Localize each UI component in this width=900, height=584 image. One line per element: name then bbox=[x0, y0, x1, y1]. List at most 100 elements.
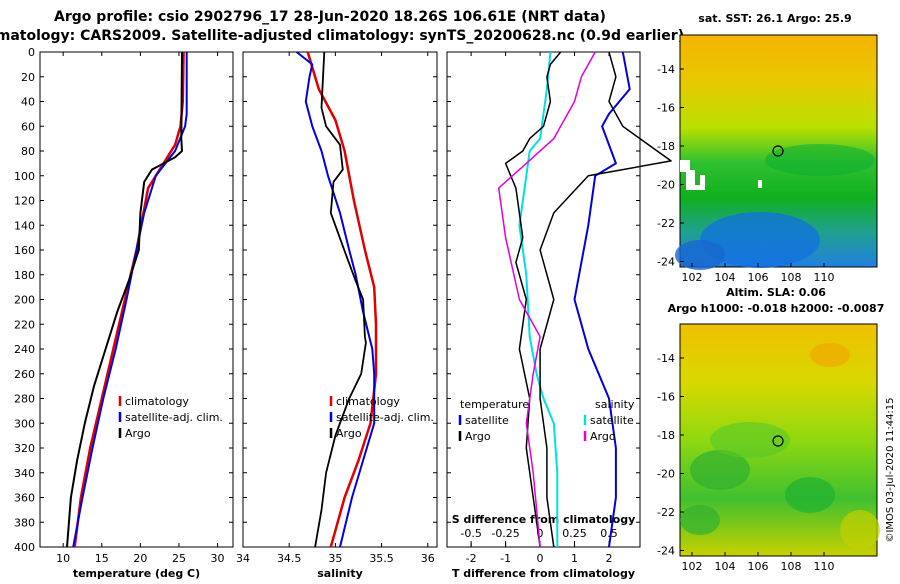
x2-tick-label: -0.5 bbox=[460, 527, 481, 540]
x-tick-label: 2 bbox=[605, 552, 612, 565]
sla-map-axes: -14 -16 -18 -20 -22 -24 102 104 106 108 110 bbox=[657, 352, 834, 573]
x-tick-label: -1 bbox=[500, 552, 511, 565]
y-tick-label: 200 bbox=[14, 294, 35, 307]
sla-map-title-2: Argo h1000: -0.018 h2000: -0.0087 bbox=[668, 302, 885, 315]
legend-label: Argo bbox=[336, 427, 362, 440]
plot-frame bbox=[242, 51, 438, 548]
y-tick-label: 320 bbox=[14, 442, 35, 455]
title-line-2: Climatology: CARS2009. Satellite-adjuste… bbox=[0, 28, 684, 44]
map-x-tick-label: 108 bbox=[781, 560, 802, 573]
y-tick-label: 260 bbox=[14, 368, 35, 381]
y-tick-label: 120 bbox=[14, 195, 35, 208]
x-tick-label: 34.5 bbox=[277, 552, 302, 565]
map-y-tick-label: -14 bbox=[657, 352, 675, 365]
y-tick-label: 340 bbox=[14, 467, 35, 480]
x-tick-label: 35 bbox=[328, 552, 342, 565]
series-line-t-satellite bbox=[518, 51, 559, 547]
series-line-s-satellite bbox=[573, 51, 631, 548]
map-x-tick-label: 106 bbox=[748, 271, 769, 284]
x-tick-label: 30 bbox=[211, 552, 225, 565]
y-tick-label: 280 bbox=[14, 393, 35, 406]
legend-label: climatology bbox=[336, 395, 400, 408]
salinity-panel: 34 34.5 35 35.5 36 salinity climatology satelli… bbox=[236, 51, 438, 580]
x-axis-label: salinity bbox=[317, 567, 363, 580]
x-tick-label: 34 bbox=[236, 552, 250, 565]
legend-label: satellite bbox=[590, 414, 634, 427]
y-tick-label: 160 bbox=[14, 244, 35, 257]
x-tick-label: 15 bbox=[95, 552, 109, 565]
imos-watermark: ©IMOS 03-Jul-2020 11:44:15 bbox=[885, 397, 896, 542]
sst-map-title: sat. SST: 26.1 Argo: 25.9 bbox=[698, 12, 851, 25]
legend-label: Argo bbox=[590, 430, 616, 443]
x-tick-label: 20 bbox=[133, 552, 147, 565]
x2-tick-label: 0.25 bbox=[562, 527, 587, 540]
y-tick-label: 40 bbox=[21, 96, 35, 109]
x2-tick-label: 0.5 bbox=[600, 527, 618, 540]
y-tick-label: 0 bbox=[28, 46, 35, 59]
x-tick-label: 0 bbox=[537, 552, 544, 565]
map-x-tick-label: 102 bbox=[682, 560, 703, 573]
title-line-1: Argo profile: csio 2902796_17 28-Jun-202… bbox=[54, 9, 606, 25]
x2-tick-label: -0.25 bbox=[491, 527, 519, 540]
map-x-tick-label: 102 bbox=[682, 271, 703, 284]
series-line-s-clim-diff bbox=[497, 51, 596, 548]
sla-map-title-1: Altim. SLA: 0.06 bbox=[726, 286, 826, 299]
y-tick-label: 240 bbox=[14, 343, 35, 356]
series-line-satellite-adj-clim- bbox=[295, 51, 376, 548]
map-y-tick-label: -22 bbox=[657, 506, 675, 519]
y-tick-label: 80 bbox=[21, 145, 35, 158]
series-line-t-argo bbox=[504, 51, 562, 548]
series-line-climatology bbox=[306, 51, 378, 548]
x-tick-label: 36 bbox=[421, 552, 435, 565]
y-tick-label: 180 bbox=[14, 269, 35, 282]
legend-label: Argo bbox=[125, 427, 151, 440]
map-y-tick-label: -24 bbox=[657, 545, 675, 558]
map-y-tick-label: -16 bbox=[657, 102, 675, 115]
sst-map bbox=[675, 34, 878, 270]
map-y-tick-label: -20 bbox=[657, 179, 675, 192]
y-tick-label: 380 bbox=[14, 516, 35, 529]
argo-location-marker bbox=[772, 145, 784, 157]
legend-title-temperature: temperature bbox=[460, 398, 529, 411]
map-y-tick-label: -14 bbox=[657, 63, 675, 76]
sla-map bbox=[679, 323, 880, 557]
difference-panel: -2 -1 0 1 2 T difference from climatology -0.5… bbox=[446, 51, 672, 580]
y-tick-label: 60 bbox=[21, 120, 35, 133]
temperature-panel: 0 20 40 60 80 100 120 140 160 180 200 220 240 260 280 3… bbox=[14, 46, 234, 580]
map-x-tick-label: 104 bbox=[715, 560, 736, 573]
map-x-tick-label: 106 bbox=[748, 560, 769, 573]
legend-title-salinity: salinity bbox=[595, 398, 635, 411]
series-line-argo bbox=[314, 51, 367, 548]
series-line-s-argo bbox=[539, 51, 672, 548]
x-tick-label: -2 bbox=[466, 552, 477, 565]
map-y-tick-label: -16 bbox=[657, 391, 675, 404]
y-tick-label: 20 bbox=[21, 71, 35, 84]
x-axis-label: T difference from climatology bbox=[452, 567, 635, 580]
x-tick-label: 1 bbox=[571, 552, 578, 565]
plot-frame bbox=[39, 51, 234, 548]
map-x-tick-label: 108 bbox=[781, 271, 802, 284]
legend-label: satellite-adj. clim. bbox=[336, 411, 434, 424]
y-tick-label: 140 bbox=[14, 219, 35, 232]
map-y-tick-label: -18 bbox=[657, 429, 675, 442]
legend-label: satellite-adj. clim. bbox=[125, 411, 223, 424]
sst-map-axes: -14 -16 -18 -20 -22 -24 102 104 106 108 110 bbox=[657, 63, 834, 284]
x-tick-label: 10 bbox=[56, 552, 70, 565]
legend-label: climatology bbox=[125, 395, 189, 408]
x-tick-label: 25 bbox=[172, 552, 186, 565]
series-line-satellite-adj-clim- bbox=[72, 52, 188, 548]
x2-tick-label: 0 bbox=[537, 527, 544, 540]
legend-label: Argo bbox=[465, 430, 491, 443]
argo-location-marker-2 bbox=[772, 435, 784, 447]
map-x-tick-label: 110 bbox=[814, 560, 835, 573]
y-tick-label: 220 bbox=[14, 318, 35, 331]
legend-label: satellite bbox=[465, 414, 509, 427]
x2-axis-label: S difference from climatology bbox=[452, 513, 636, 526]
series-line-argo bbox=[66, 51, 183, 548]
y-tick-label: 300 bbox=[14, 417, 35, 430]
map-x-tick-label: 104 bbox=[715, 271, 736, 284]
y-tick-label: 360 bbox=[14, 492, 35, 505]
x-axis-label: temperature (deg C) bbox=[73, 567, 200, 580]
